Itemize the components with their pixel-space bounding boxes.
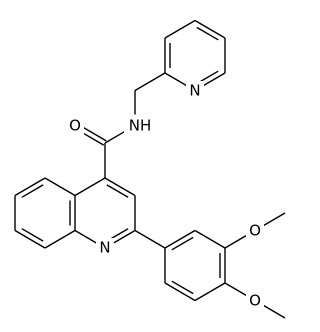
bond xyxy=(261,303,286,319)
bond xyxy=(196,26,219,41)
bond xyxy=(201,72,226,88)
bond xyxy=(224,233,249,249)
bond xyxy=(261,212,286,228)
label-bg xyxy=(96,238,114,257)
bond xyxy=(134,229,166,249)
bond xyxy=(21,228,44,242)
atom-label: N xyxy=(189,82,200,100)
bond xyxy=(111,229,136,245)
bond xyxy=(134,72,166,92)
bond xyxy=(164,229,196,249)
bond xyxy=(44,229,76,249)
bond xyxy=(104,177,136,197)
bond xyxy=(194,282,226,302)
bond xyxy=(194,19,226,39)
bond xyxy=(164,19,196,39)
bond xyxy=(194,229,226,249)
bond xyxy=(164,72,189,88)
bond xyxy=(14,229,46,249)
bond xyxy=(21,184,44,198)
bond xyxy=(171,280,194,295)
bond xyxy=(80,131,105,146)
atom-label: O xyxy=(69,117,81,135)
bond xyxy=(82,126,107,142)
atom-labels: O NH N N O O xyxy=(66,81,264,310)
bond xyxy=(104,130,126,144)
bond xyxy=(14,177,46,197)
atom-label: O xyxy=(249,222,261,240)
bond xyxy=(74,177,106,197)
bond xyxy=(106,184,129,198)
bonds xyxy=(14,19,286,319)
bond xyxy=(74,229,99,245)
atom-label: O xyxy=(249,292,261,310)
bond xyxy=(199,70,219,83)
label-bg xyxy=(246,221,264,240)
label-bg xyxy=(186,81,204,100)
label-bg xyxy=(246,291,264,310)
bond xyxy=(171,236,194,251)
atom-label: NH xyxy=(129,117,152,135)
bond xyxy=(109,228,129,241)
atom-label: N xyxy=(99,239,110,257)
bond xyxy=(164,282,196,302)
bond xyxy=(44,177,76,197)
label-bg xyxy=(66,116,84,135)
label-bg xyxy=(124,116,152,135)
bond xyxy=(224,282,249,298)
